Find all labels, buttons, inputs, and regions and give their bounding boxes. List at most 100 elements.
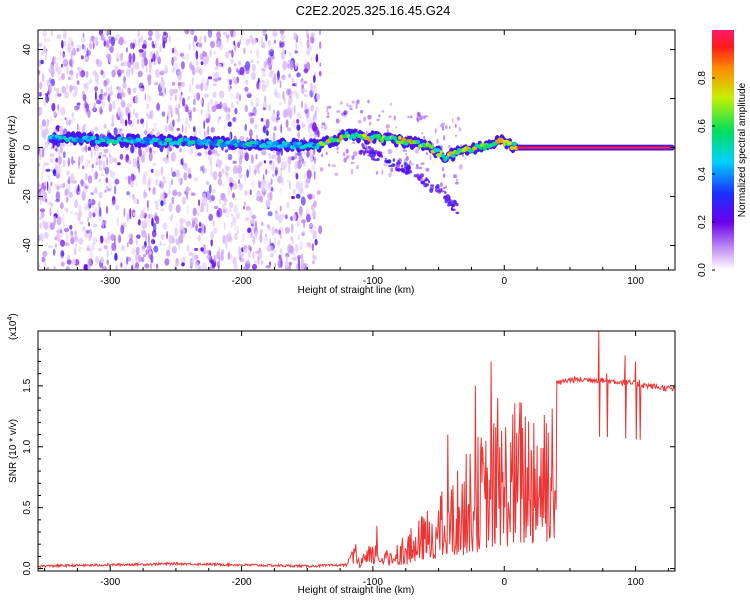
noise-speckle: [132, 157, 137, 168]
noise-speckle: [212, 71, 215, 79]
noise-speckle: [154, 200, 159, 204]
ridge-core: [395, 140, 400, 145]
snr-x-tick-label: -100: [363, 577, 383, 588]
snr-plot-area: [38, 331, 675, 571]
noise-speckle: [234, 197, 237, 201]
transition-speckle: [350, 168, 354, 175]
noise-speckle: [231, 221, 233, 229]
noise-speckle: [154, 169, 160, 178]
noise-speckle: [310, 204, 315, 211]
noise-speckle: [150, 109, 154, 120]
noise-speckle: [78, 203, 82, 213]
noise-speckle: [99, 106, 103, 115]
noise-speckle: [120, 262, 123, 268]
noise-speckle: [108, 152, 111, 158]
noise-speckle: [129, 110, 131, 119]
noise-speckle: [293, 257, 298, 261]
noise-speckle: [245, 205, 251, 211]
noise-speckle: [108, 103, 113, 113]
noise-speckle: [111, 195, 116, 205]
noise-speckle: [120, 69, 125, 74]
noise-speckle: [262, 107, 266, 111]
noise-speckle: [123, 60, 128, 67]
noise-speckle: [280, 186, 282, 196]
noise-speckle: [185, 187, 191, 192]
noise-speckle: [258, 249, 263, 259]
noise-speckle: [142, 122, 145, 128]
noise-speckle: [191, 252, 196, 261]
noise-speckle: [269, 160, 273, 164]
noise-speckle: [85, 50, 92, 56]
noise-speckle: [238, 155, 243, 165]
transition-speckle: [454, 182, 459, 185]
noise-speckle: [247, 251, 252, 259]
noise-speckle: [127, 111, 130, 122]
noise-speckle: [93, 36, 98, 46]
noise-speckle: [192, 107, 196, 112]
transition-speckle: [407, 116, 410, 119]
noise-speckle: [236, 229, 239, 235]
transition-speckle: [451, 118, 454, 124]
noise-speckle: [195, 223, 199, 232]
noise-speckle: [194, 147, 198, 158]
noise-speckle: [209, 197, 212, 203]
noise-speckle: [189, 113, 192, 122]
noise-speckle: [159, 44, 162, 53]
ridge-core: [163, 141, 168, 146]
noise-speckle: [273, 109, 276, 115]
noise-speckle: [88, 159, 91, 164]
snr-marks: [38, 331, 675, 569]
noise-speckle: [279, 80, 282, 89]
noise-speckle: [100, 88, 104, 94]
noise-speckle: [291, 195, 295, 200]
noise-speckle: [249, 117, 254, 124]
noise-speckle: [64, 143, 70, 147]
snr-y-label: SNR (10 * v/v): [8, 419, 19, 483]
noise-speckle: [59, 184, 65, 189]
noise-speckle: [135, 262, 140, 270]
colorbar-tick-label: 0.0: [697, 263, 708, 277]
noise-speckle: [69, 59, 73, 67]
noise-speckle: [283, 97, 286, 104]
noise-speckle: [68, 191, 73, 198]
noise-speckle: [48, 67, 53, 74]
noise-speckle: [146, 93, 151, 104]
noise-speckle: [250, 72, 256, 80]
noise-speckle: [74, 86, 78, 96]
noise-speckle: [152, 162, 157, 167]
noise-speckle: [298, 240, 304, 251]
noise-speckle: [71, 48, 75, 54]
ridge-core: [398, 135, 402, 140]
noise-speckle: [40, 51, 44, 55]
noise-speckle: [221, 249, 225, 254]
noise-speckle: [193, 98, 196, 106]
noise-speckle: [245, 79, 249, 85]
transition-speckle: [425, 167, 430, 172]
noise-speckle: [39, 208, 46, 213]
spectrogram-y-label: Frequency (Hz): [7, 116, 18, 185]
noise-speckle: [307, 243, 312, 249]
noise-speckle: [101, 173, 104, 177]
noise-speckle: [210, 263, 213, 268]
noise-speckle: [181, 196, 187, 205]
colorbar-ticks: 0.0 0.2 0.4 0.6 0.8: [697, 71, 715, 277]
noise-speckle: [312, 114, 316, 122]
noise-speckle: [140, 154, 145, 163]
noise-speckle: [57, 104, 60, 111]
noise-speckle: [296, 181, 301, 191]
noise-speckle: [57, 109, 61, 115]
ridge-core: [80, 139, 85, 144]
noise-speckle: [94, 71, 97, 78]
colorbar-tick-label: 0.6: [697, 119, 708, 133]
noise-speckle: [66, 117, 68, 127]
noise-speckle: [169, 182, 172, 188]
noise-speckle: [130, 145, 135, 154]
noise-speckle: [47, 37, 50, 42]
noise-speckle: [65, 242, 69, 247]
noise-speckle: [183, 253, 186, 262]
noise-speckle: [234, 63, 237, 67]
noise-speckle: [131, 264, 134, 270]
noise-speckle: [216, 152, 220, 157]
noise-speckle: [71, 258, 77, 266]
noise-speckle: [185, 220, 191, 227]
